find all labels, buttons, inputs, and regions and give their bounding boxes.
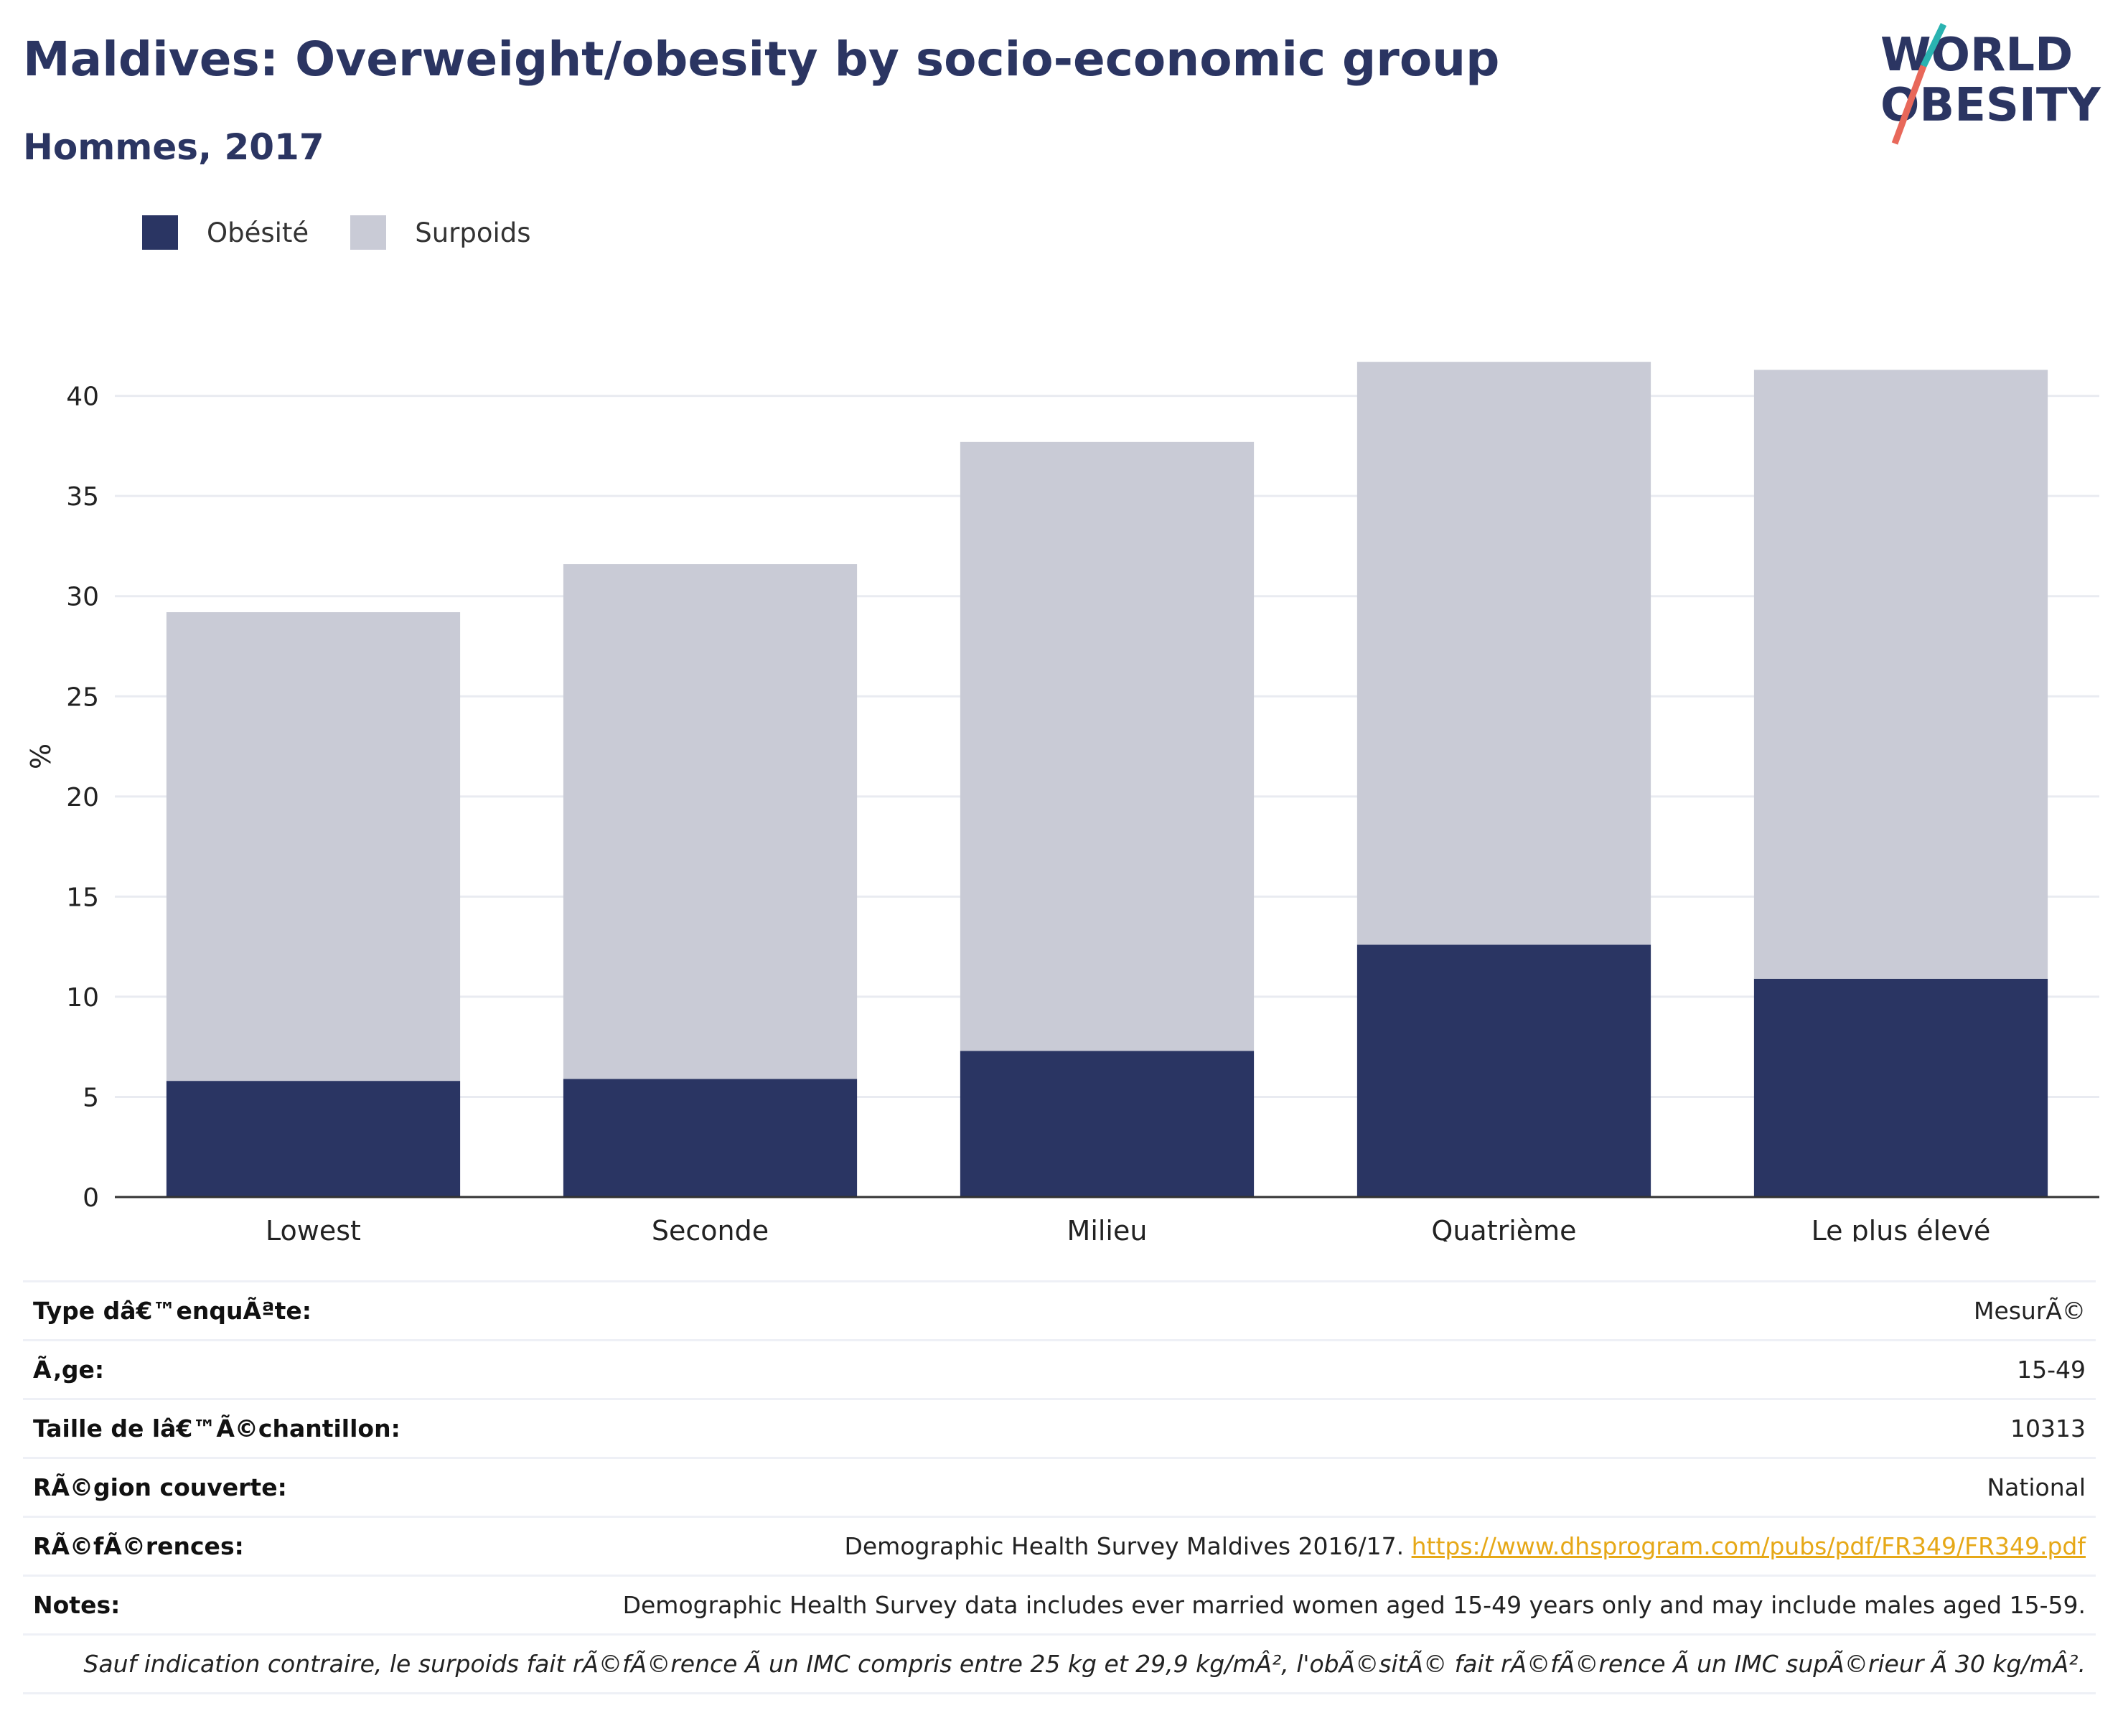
bar-overweight (563, 564, 858, 1079)
info-row-age: Ã‚ge: 15-49 (23, 1340, 2096, 1399)
region-value: National (1987, 1473, 2086, 1501)
x-tick-label: Quatrième (1431, 1215, 1576, 1242)
bar-obesity (960, 1051, 1255, 1197)
bars (166, 362, 2048, 1197)
bar-obesity (166, 1081, 461, 1197)
legend-label-obesity: Obésité (207, 217, 309, 248)
survey-info-table: Type dâ€™enquÃªte: MesurÃ© Ã‚ge: 15-49 T… (23, 1280, 2096, 1694)
info-row-references: RÃ©fÃ©rences: Demographic Health Survey … (23, 1516, 2096, 1576)
info-row-region: RÃ©gion couverte: National (23, 1458, 2096, 1517)
logo-line-1: WORLD (1880, 29, 2073, 82)
y-tick-label: 40 (66, 383, 99, 412)
chart-title: Maldives: Overweight/obesity by socio-ec… (23, 32, 1500, 87)
axes: 0 5 10 15 20 25 30 35 40% Lowest Seconde Milieu Quat… (25, 383, 2099, 1242)
legend-item-overweight[interactable]: Surpoids (350, 215, 531, 250)
references-link[interactable]: https://www.dhsprogram.com/pubs/pdf/FR34… (1411, 1532, 2086, 1560)
bar-overweight (1356, 362, 1651, 945)
legend-label-overweight: Surpoids (415, 217, 531, 248)
references-value: Demographic Health Survey Maldives 2016/… (452, 1517, 2096, 1576)
legend-swatch-overweight (350, 215, 387, 250)
y-tick-label: 5 (83, 1083, 99, 1112)
y-tick-label: 15 (66, 883, 99, 912)
y-axis-label: % (25, 743, 57, 769)
references-text: Demographic Health Survey Maldives 2016/… (844, 1532, 1412, 1560)
footnote: Sauf indication contraire, le surpoids f… (83, 1650, 2086, 1678)
info-row-sample-size: Taille de lâ€™Ã©chantillon: 10313 (23, 1399, 2096, 1458)
x-tick-label: Seconde (652, 1215, 769, 1242)
x-tick-label: Milieu (1067, 1215, 1148, 1242)
bar-obesity (563, 1079, 858, 1197)
logo-slash-teal (1920, 23, 1947, 67)
bar-overweight (166, 612, 461, 1082)
chart-legend: Obésité Surpoids (142, 212, 573, 253)
x-tick-label: Lowest (266, 1215, 361, 1242)
age-label: Ã‚ge: (33, 1356, 105, 1384)
world-obesity-logo: WORLD OBESITY (1880, 23, 2101, 145)
age-value: 15-49 (2017, 1356, 2086, 1384)
survey-type-value: MesurÃ© (1973, 1297, 2086, 1325)
info-row-footnote: Sauf indication contraire, le surpoids f… (23, 1634, 2096, 1694)
info-row-notes: Notes: Demographic Health Survey data in… (23, 1575, 2096, 1635)
sample-size-label: Taille de lâ€™Ã©chantillon: (33, 1414, 400, 1442)
y-tick-label: 10 (66, 983, 99, 1013)
logo-slash-coral (1891, 65, 1927, 145)
bar-obesity (1753, 978, 2048, 1197)
legend-item-obesity[interactable]: Obésité (142, 215, 309, 250)
y-tick-label: 30 (66, 583, 99, 612)
y-tick-label: 20 (66, 783, 99, 812)
region-label: RÃ©gion couverte: (33, 1473, 287, 1501)
references-label: RÃ©fÃ©rences: (33, 1532, 244, 1560)
notes-value: Demographic Health Survey data includes … (622, 1591, 2086, 1619)
legend-swatch-obesity (142, 215, 178, 250)
info-row-survey-type: Type dâ€™enquÃªte: MesurÃ© (23, 1281, 2096, 1341)
survey-type-label: Type dâ€™enquÃªte: (33, 1297, 311, 1325)
y-tick-label: 0 (83, 1183, 99, 1213)
bar-obesity (1356, 944, 1651, 1197)
y-tick-label: 35 (66, 482, 99, 512)
notes-label: Notes: (33, 1591, 121, 1619)
stacked-bar-chart: 0 5 10 15 20 25 30 35 40% Lowest Seconde Milieu Quat… (25, 362, 2099, 1242)
bar-overweight (1753, 370, 2048, 979)
bar-overweight (960, 441, 1255, 1051)
sample-size-value: 10313 (2010, 1414, 2086, 1442)
x-tick-label: Le plus élevé (1812, 1215, 1991, 1242)
chart-subtitle: Hommes, 2017 (23, 126, 324, 168)
y-tick-label: 25 (66, 682, 99, 712)
